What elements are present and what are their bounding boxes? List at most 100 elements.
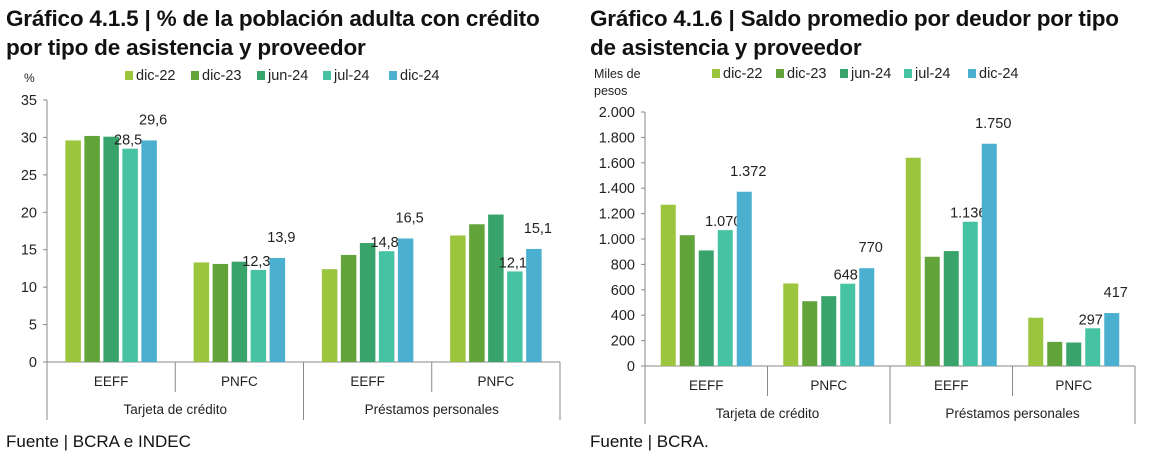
legend-label: jul-24 bbox=[333, 68, 369, 84]
bar-dic-24-PNFC bbox=[1104, 313, 1120, 366]
bar-dic-24-PNFC bbox=[269, 257, 286, 362]
y-axis-label: Miles de bbox=[594, 67, 641, 81]
bar-jul-24-PNFC bbox=[250, 269, 267, 362]
y-axis-label: pesos bbox=[594, 84, 627, 98]
category-label: EEFF bbox=[94, 374, 129, 389]
bar-jun-24-PNFC bbox=[488, 214, 504, 362]
y-axis-label: % bbox=[24, 71, 35, 85]
bar-dic-22-PNFC bbox=[193, 262, 210, 362]
data-label: 28,5 bbox=[114, 133, 142, 149]
legend-label: jun-24 bbox=[267, 68, 308, 84]
bar-dic-24-EEFF bbox=[141, 140, 157, 362]
chart-2-title: Gráfico 4.1.6 | Saldo promedio por deudo… bbox=[590, 6, 1119, 60]
y-tick-label: 1.200 bbox=[599, 207, 635, 223]
data-label: 1.070 bbox=[705, 214, 741, 230]
y-tick-label: 0 bbox=[29, 355, 37, 371]
legend-swatch bbox=[776, 69, 784, 78]
legend-label: dic-23 bbox=[787, 66, 827, 82]
y-tick-label: 30 bbox=[21, 130, 37, 146]
bar-dic-24-EEFF bbox=[397, 238, 414, 362]
legend-label: dic-24 bbox=[979, 66, 1019, 82]
bar-jul-24-EEFF bbox=[122, 148, 138, 362]
data-label: 15,1 bbox=[524, 221, 552, 237]
y-tick-label: 600 bbox=[611, 283, 635, 299]
legend-label: jun-24 bbox=[850, 66, 891, 82]
bar-dic-24-EEFF bbox=[736, 191, 752, 366]
legend-label: dic-24 bbox=[400, 68, 440, 84]
bar-dic-23-PNFC bbox=[212, 263, 229, 362]
chart-1-source: Fuente | BCRA e INDEC bbox=[6, 432, 191, 451]
legend-label: jul-24 bbox=[914, 66, 950, 82]
legend-swatch bbox=[904, 69, 912, 78]
data-label: 417 bbox=[1104, 285, 1128, 301]
legend-swatch bbox=[968, 69, 976, 78]
category-label: EEFF bbox=[934, 378, 969, 393]
bar-dic-23-PNFC bbox=[1047, 341, 1063, 366]
bar-dic-22-EEFF bbox=[321, 269, 338, 362]
bar-jun-24-EEFF bbox=[359, 242, 376, 362]
y-tick-label: 25 bbox=[21, 168, 37, 184]
y-tick-label: 1.800 bbox=[599, 130, 635, 146]
y-tick-label: 400 bbox=[611, 308, 635, 324]
bar-jun-24-EEFF bbox=[103, 136, 119, 362]
legend-swatch bbox=[840, 69, 848, 78]
bar-jun-24-PNFC bbox=[231, 261, 248, 362]
bar-dic-22-EEFF bbox=[65, 140, 81, 362]
data-label: 770 bbox=[859, 240, 883, 256]
y-tick-label: 2.000 bbox=[599, 105, 635, 121]
category-label: PNFC bbox=[1055, 378, 1092, 393]
legend-swatch bbox=[712, 69, 720, 78]
legend-swatch bbox=[389, 71, 397, 80]
bar-dic-22-PNFC bbox=[783, 283, 799, 366]
y-tick-label: 200 bbox=[611, 334, 635, 350]
bar-jul-24-EEFF bbox=[717, 230, 733, 366]
data-label: 12,1 bbox=[499, 255, 527, 271]
y-tick-label: 20 bbox=[21, 205, 37, 221]
bar-dic-23-EEFF bbox=[84, 135, 100, 362]
data-label: 1.372 bbox=[730, 164, 766, 180]
category-label: EEFF bbox=[689, 378, 724, 393]
y-tick-label: 15 bbox=[21, 243, 37, 259]
bar-dic-24-PNFC bbox=[526, 248, 542, 362]
y-tick-label: 35 bbox=[21, 93, 37, 109]
y-tick-label: 1.600 bbox=[599, 156, 635, 172]
category-label: PNFC bbox=[810, 378, 847, 393]
bar-dic-23-EEFF bbox=[340, 254, 357, 362]
group-label: Préstamos personales bbox=[365, 402, 500, 417]
bar-dic-23-PNFC bbox=[802, 301, 818, 366]
bar-dic-24-PNFC bbox=[859, 268, 875, 366]
bar-dic-24-EEFF bbox=[981, 143, 997, 366]
category-label: PNFC bbox=[221, 374, 258, 389]
data-label: 297 bbox=[1079, 312, 1103, 328]
legend-swatch bbox=[191, 71, 199, 80]
legend-label: dic-23 bbox=[202, 68, 242, 84]
group-label: Tarjeta de crédito bbox=[716, 406, 820, 421]
bar-jul-24-PNFC bbox=[1085, 328, 1101, 366]
chart-2-source: Fuente | BCRA. bbox=[590, 432, 709, 451]
y-tick-label: 800 bbox=[611, 257, 635, 273]
y-tick-label: 10 bbox=[21, 280, 37, 296]
bar-jun-24-EEFF bbox=[943, 251, 959, 366]
legend-swatch bbox=[257, 71, 265, 80]
bar-jun-24-PNFC bbox=[821, 296, 837, 366]
bar-dic-22-PNFC bbox=[450, 235, 466, 362]
data-label: 29,6 bbox=[139, 112, 167, 128]
bar-dic-23-EEFF bbox=[924, 256, 940, 366]
legend-label: dic-22 bbox=[136, 68, 176, 84]
data-label: 13,9 bbox=[267, 230, 295, 246]
bar-dic-23-PNFC bbox=[469, 224, 485, 362]
category-label: EEFF bbox=[350, 374, 385, 389]
legend-label: dic-22 bbox=[723, 66, 763, 82]
bar-dic-22-EEFF bbox=[660, 204, 676, 366]
bar-jun-24-PNFC bbox=[1066, 342, 1082, 366]
bar-jul-24-PNFC bbox=[840, 283, 856, 366]
legend-swatch bbox=[323, 71, 331, 80]
y-tick-label: 1.000 bbox=[599, 232, 635, 248]
bar-jun-24-EEFF bbox=[698, 250, 714, 366]
bar-jul-24-PNFC bbox=[507, 271, 523, 362]
data-label: 1.750 bbox=[975, 116, 1011, 132]
chart-1-title: Gráfico 4.1.5 | % de la población adulta… bbox=[6, 6, 540, 60]
bar-jul-24-EEFF bbox=[378, 251, 395, 362]
